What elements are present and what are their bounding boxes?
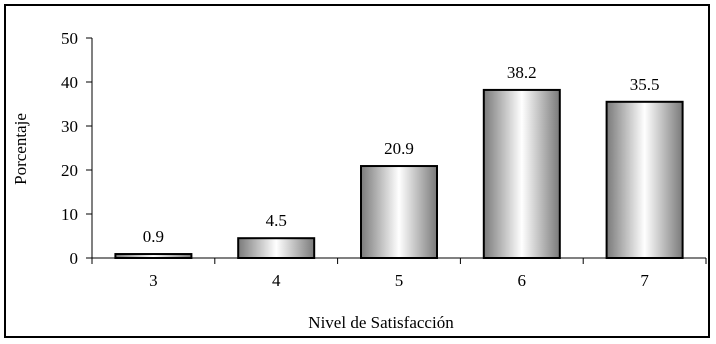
labels: 0 10 20 30 40 50 0.9 3 4.5 4 20.9 5 38.2 6 35.5 7	[61, 29, 659, 290]
chart-frame: 0 10 20 30 40 50 0.9 3 4.5 4 20.9 5 38.2 6 35.5 7 Porce…	[4, 4, 710, 338]
y-tick-label: 10	[61, 205, 78, 224]
data-label-6: 38.2	[507, 63, 537, 82]
data-label-7: 35.5	[630, 75, 660, 94]
bar-6	[482, 88, 561, 259]
y-tick-label: 30	[61, 117, 78, 136]
bar-4	[237, 237, 316, 259]
data-label-5: 20.9	[384, 139, 414, 158]
y-tick-label: 0	[70, 249, 79, 268]
y-tick-label: 20	[61, 161, 78, 180]
data-label-4: 4.5	[266, 211, 287, 230]
y-tick-label: 40	[61, 73, 78, 92]
x-tick-label-6: 6	[518, 271, 527, 290]
x-axis-title: Nivel de Satisfacción	[308, 313, 454, 332]
x-tick-label-3: 3	[149, 271, 158, 290]
y-axis-title: Porcentaje	[11, 113, 30, 185]
bar-7	[605, 100, 684, 259]
y-tick-label: 50	[61, 29, 78, 48]
data-label-3: 0.9	[143, 227, 164, 246]
bar-5	[360, 165, 438, 259]
x-tick-label-5: 5	[395, 271, 404, 290]
bar-chart: 0 10 20 30 40 50 0.9 3 4.5 4 20.9 5 38.2 6 35.5 7 Porce…	[11, 29, 707, 332]
bar-3	[114, 253, 193, 259]
x-tick-label-7: 7	[640, 271, 649, 290]
bars	[114, 88, 684, 259]
x-tick-label-4: 4	[272, 271, 281, 290]
